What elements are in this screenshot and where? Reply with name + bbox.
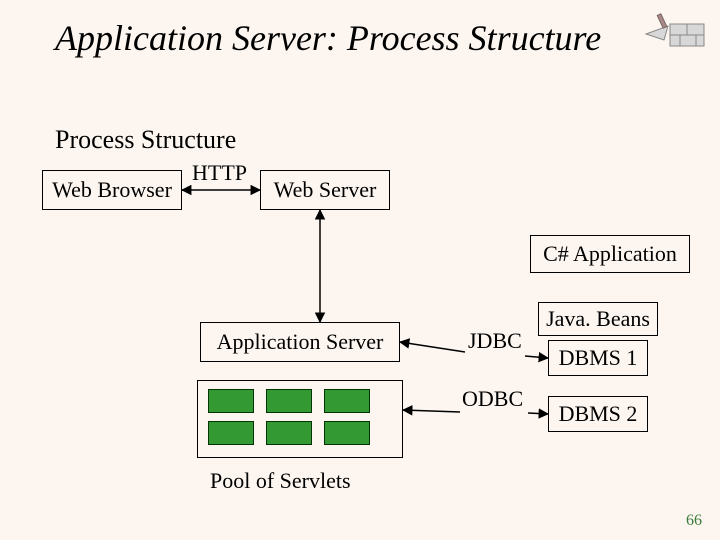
node-dbms-2: DBMS 2 xyxy=(548,396,648,432)
node-dbms-1: DBMS 1 xyxy=(548,340,648,376)
servlet-cell xyxy=(208,421,254,445)
servlet-pool-caption: Pool of Servlets xyxy=(210,468,351,494)
node-web-server: Web Server xyxy=(260,170,390,210)
slide-title: Application Server: Process Structure xyxy=(55,18,601,59)
node-web-browser: Web Browser xyxy=(42,170,182,210)
node-java-beans: Java. Beans xyxy=(538,302,658,336)
edge-label-http: HTTP xyxy=(192,160,247,186)
node-csharp-application: C# Application xyxy=(530,235,690,273)
page-number: 66 xyxy=(686,512,702,530)
edge-label-jdbc: JDBC xyxy=(468,328,522,354)
servlet-cell xyxy=(324,389,370,413)
edge-label-odbc: ODBC xyxy=(462,386,523,412)
trowel-brick-icon xyxy=(640,6,710,61)
servlet-cell xyxy=(324,421,370,445)
node-application-server: Application Server xyxy=(200,322,400,362)
servlet-cell xyxy=(208,389,254,413)
servlet-row xyxy=(208,389,392,413)
servlet-cell xyxy=(266,421,312,445)
servlet-cell xyxy=(266,389,312,413)
slide-subtitle: Process Structure xyxy=(55,125,236,155)
servlet-row xyxy=(208,421,392,445)
servlet-pool xyxy=(197,380,403,458)
